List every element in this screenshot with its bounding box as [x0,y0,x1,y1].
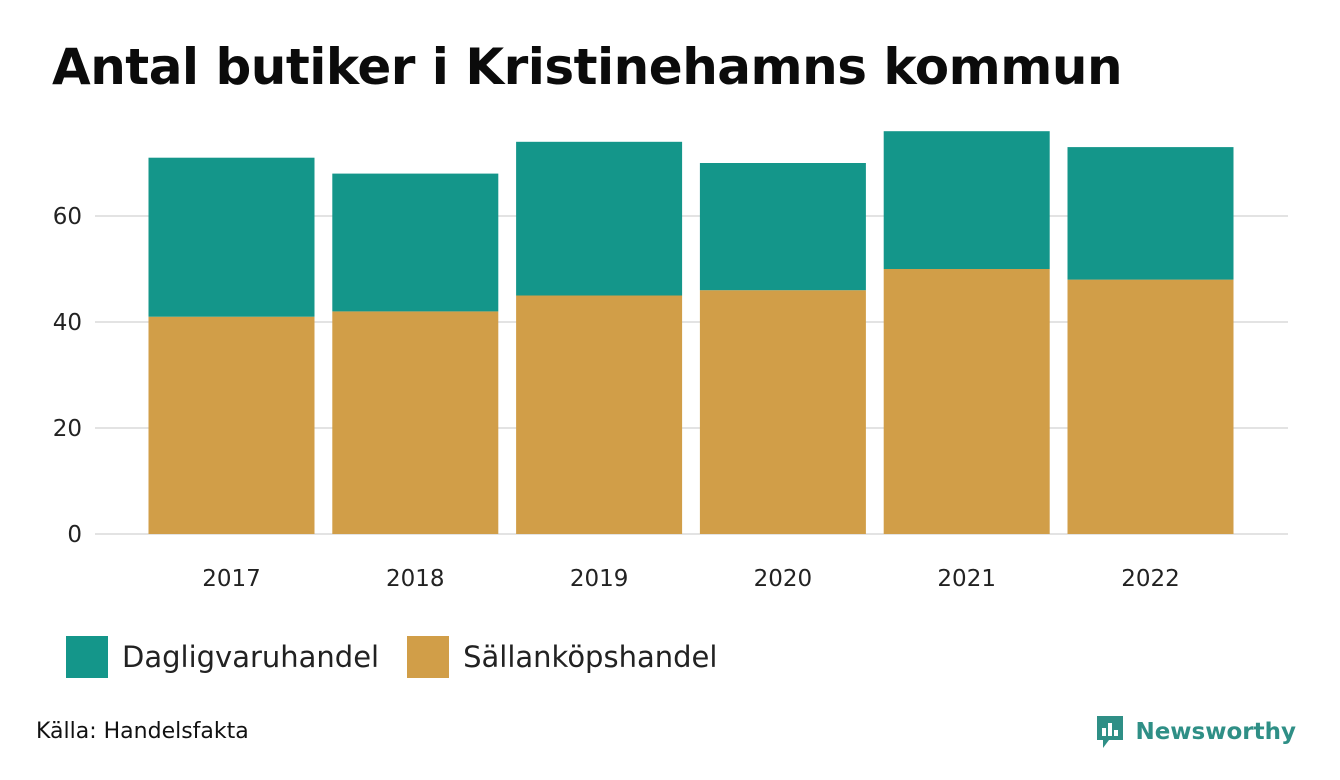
legend-item-sallankopshandel: Sällanköpshandel [407,636,717,678]
x-tick-label-2022: 2022 [1121,566,1180,592]
chart-title: Antal butiker i Kristinehamns kommun [52,38,1123,96]
y-tick-label-20: 20 [53,416,82,442]
x-tick-label-2020: 2020 [754,566,813,592]
x-axis: 2017 2018 2019 2020 2021 2022 [202,566,1180,592]
bar-sallankopshandel-2019 [516,295,683,534]
legend-swatch-sallankopshandel [407,636,450,678]
legend-label-dagligvaruhandel: Dagligvaruhandel [122,640,380,674]
bar-sallankopshandel-2022 [1067,279,1234,534]
brand-logo: Newsworthy [1095,714,1296,750]
x-tick-label-2019: 2019 [570,566,629,592]
source-note: Källa: Handelsfakta [36,719,249,744]
newsworthy-logo-icon [1097,716,1124,748]
bar-sallankopshandel-2018 [332,311,499,534]
x-tick-label-2018: 2018 [386,566,445,592]
y-tick-label-60: 60 [53,204,82,230]
x-tick-label-2021: 2021 [937,566,996,592]
bar-sallankopshandel-2020 [699,290,866,534]
legend: Dagligvaruhandel Sällanköpshandel [66,636,745,678]
brand-name: Newsworthy [1135,719,1296,745]
bar-sallankopshandel-2021 [883,269,1050,534]
bar-dagligvaruhandel-2022 [1067,147,1234,280]
stacked-bar-chart: 0 20 40 60 2017 2018 2019 2020 2021 2022 [53,131,1288,592]
bar-dagligvaruhandel-2020 [699,163,866,291]
bars [148,131,1234,534]
bar-sallankopshandel-2017 [148,316,315,534]
bar-dagligvaruhandel-2017 [148,157,315,317]
legend-label-sallankopshandel: Sällanköpshandel [463,640,718,674]
bar-dagligvaruhandel-2019 [516,141,683,296]
y-tick-label-40: 40 [53,310,82,336]
bar-dagligvaruhandel-2018 [332,173,499,312]
legend-swatch-dagligvaruhandel [66,636,108,678]
bar-dagligvaruhandel-2021 [883,131,1050,269]
y-axis: 0 20 40 60 [53,204,82,548]
x-tick-label-2017: 2017 [202,566,261,592]
y-tick-label-0: 0 [67,522,82,548]
legend-item-dagligvaruhandel: Dagligvaruhandel [66,636,379,678]
